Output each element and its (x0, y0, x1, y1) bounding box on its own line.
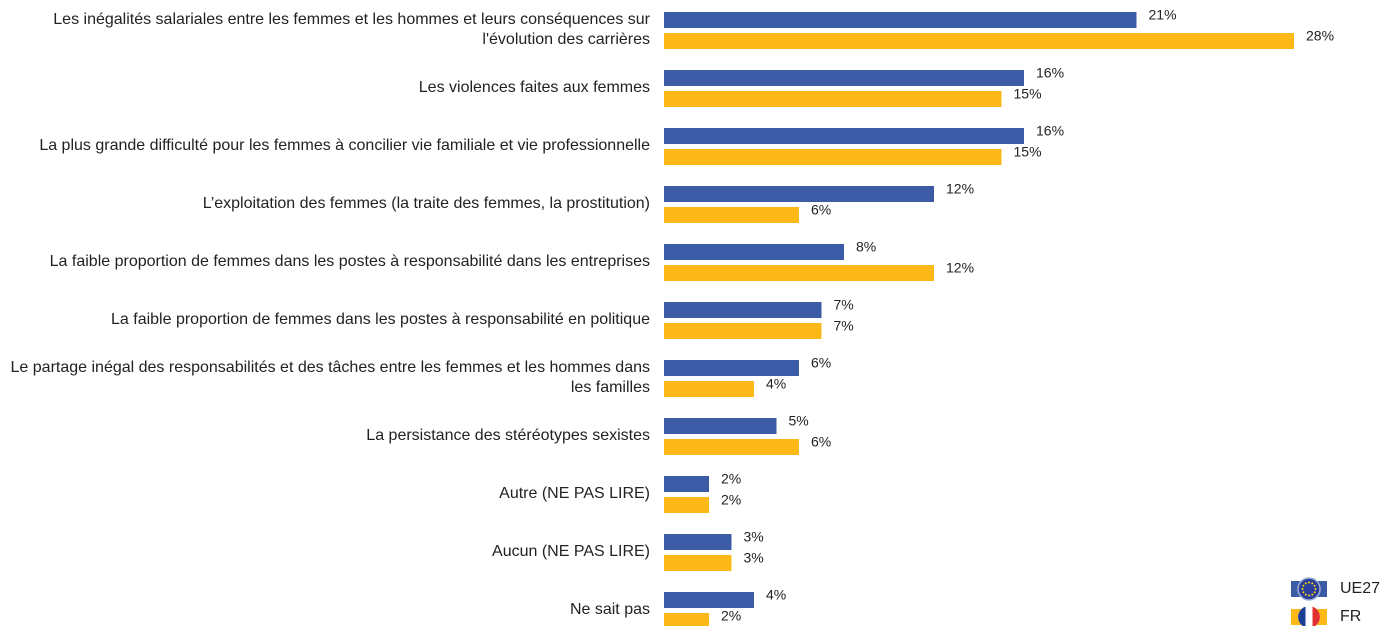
value-label: 7% (834, 318, 854, 334)
legend-icon-star (1308, 581, 1310, 584)
legend-icon-part (1298, 606, 1306, 626)
legend-icon-star (1302, 591, 1305, 594)
value-label: 16% (1036, 123, 1064, 139)
category-label: Autre (NE PAS LIRE) (499, 485, 650, 502)
category-label: La faible proportion de femmes dans les … (111, 311, 650, 328)
bar (664, 323, 822, 339)
legend-item: FR (1291, 606, 1361, 626)
bar (664, 128, 1024, 144)
value-label: 15% (1014, 144, 1042, 160)
value-label: 15% (1014, 86, 1042, 102)
bar (664, 555, 732, 571)
value-label: 2% (721, 471, 741, 487)
legend-icon-star (1313, 584, 1316, 587)
bar (664, 244, 844, 260)
legend-icon-part (1312, 606, 1320, 626)
value-label: 3% (744, 550, 764, 566)
bar (664, 381, 754, 397)
legend-icon-star (1304, 593, 1307, 596)
bar (664, 302, 822, 318)
legend-icon (1297, 577, 1321, 601)
bar (664, 12, 1137, 28)
value-label: 2% (721, 608, 741, 624)
value-label: 3% (744, 529, 764, 545)
category-label: Les violences faites aux femmes (418, 79, 650, 96)
value-label: 6% (811, 434, 831, 450)
legend-icon-star (1308, 594, 1310, 597)
legend-item: UE27 (1291, 577, 1380, 601)
bar (664, 439, 799, 455)
bar (664, 534, 732, 550)
value-label: 16% (1036, 65, 1064, 81)
bar (664, 186, 934, 202)
category-label: La plus grande difficulté pour les femme… (39, 137, 650, 154)
bar (664, 91, 1002, 107)
category-label: Les inégalités salariales entre les femm… (53, 11, 650, 48)
legend-label: UE27 (1340, 580, 1380, 597)
legend-icon-star (1313, 591, 1316, 594)
legend-icon-star (1311, 582, 1314, 585)
value-label: 12% (946, 181, 974, 197)
legend-icon-star (1304, 582, 1307, 585)
bar (664, 70, 1024, 86)
value-label: 12% (946, 260, 974, 276)
category-label: Le partage inégal des responsabilités et… (10, 359, 650, 396)
value-label: 4% (766, 376, 786, 392)
category-label: La persistance des stéréotypes sexistes (366, 427, 650, 444)
value-label: 6% (811, 355, 831, 371)
bar (664, 592, 754, 608)
bar (664, 613, 709, 626)
legend-label: FR (1340, 608, 1361, 625)
bar (664, 265, 934, 281)
legend-icon-star (1311, 593, 1314, 596)
category-label: L’exploitation des femmes (la traite des… (202, 195, 650, 212)
bar (664, 418, 777, 434)
category-label: Ne sait pas (569, 601, 650, 618)
legend-icon-star (1301, 588, 1304, 590)
bar (664, 476, 709, 492)
bar (664, 497, 709, 513)
category-label: Aucun (NE PAS LIRE) (492, 543, 650, 560)
bar (664, 360, 799, 376)
legend-icon-star (1314, 588, 1317, 590)
value-label: 28% (1306, 28, 1334, 44)
value-label: 7% (834, 297, 854, 313)
value-label: 2% (721, 492, 741, 508)
bar (664, 33, 1294, 49)
value-label: 5% (789, 413, 809, 429)
value-label: 4% (766, 587, 786, 603)
bar (664, 149, 1002, 165)
bar (664, 207, 799, 223)
category-label: La faible proportion de femmes dans les … (49, 253, 650, 270)
value-label: 21% (1149, 7, 1177, 23)
legend-icon-star (1302, 584, 1305, 587)
value-label: 6% (811, 202, 831, 218)
value-label: 8% (856, 239, 876, 255)
